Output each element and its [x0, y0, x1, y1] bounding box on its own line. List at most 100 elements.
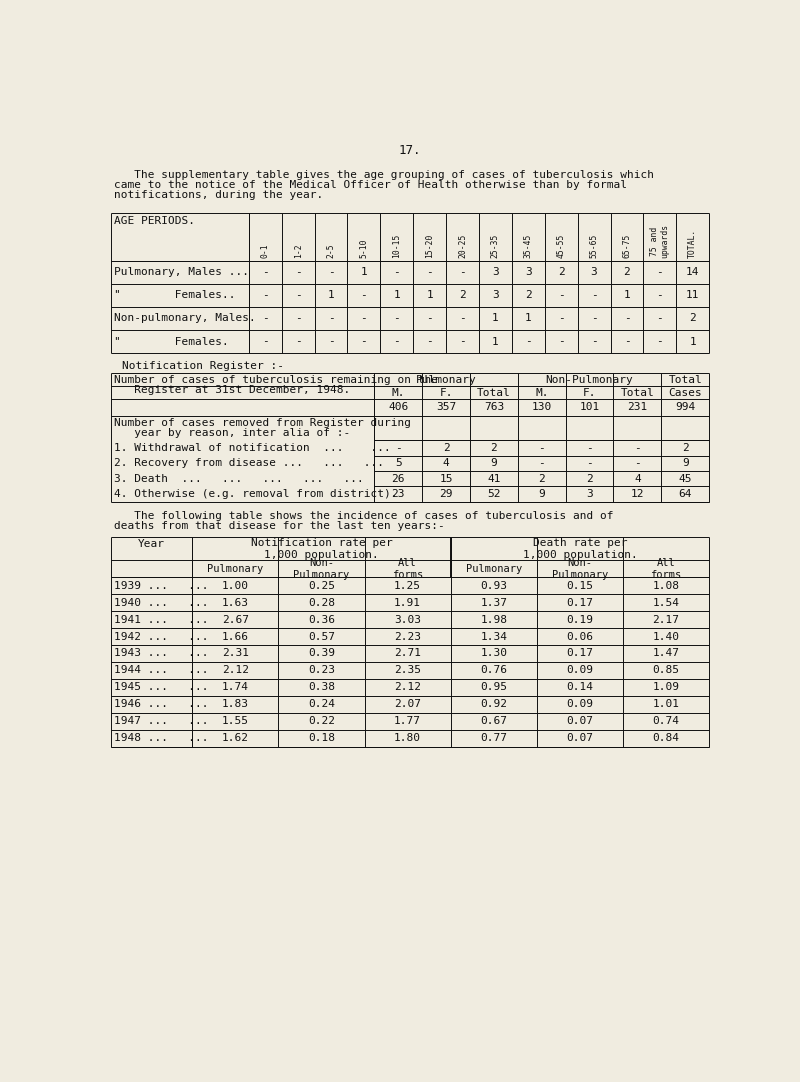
Text: -: -: [328, 314, 334, 324]
Text: 0.39: 0.39: [308, 648, 335, 659]
Text: 2.31: 2.31: [222, 648, 249, 659]
Text: TOTAL.: TOTAL.: [688, 229, 698, 259]
Text: -: -: [558, 290, 565, 301]
Text: 0.14: 0.14: [566, 683, 594, 692]
Text: -: -: [262, 290, 269, 301]
Text: 0.84: 0.84: [653, 734, 679, 743]
Text: -: -: [294, 290, 302, 301]
Text: 52: 52: [487, 489, 501, 499]
Text: 1946 ...   ...: 1946 ... ...: [114, 699, 209, 710]
Text: Total: Total: [477, 387, 510, 398]
Text: 1943 ...   ...: 1943 ... ...: [114, 648, 209, 659]
Text: -: -: [361, 337, 367, 346]
Text: 0.23: 0.23: [308, 665, 335, 675]
Text: F.: F.: [439, 387, 453, 398]
Text: 1. Withdrawal of notification  ...    ...: 1. Withdrawal of notification ... ...: [114, 443, 390, 453]
Text: "        Females.: " Females.: [114, 337, 229, 346]
Text: -: -: [426, 314, 433, 324]
Text: 11: 11: [686, 290, 699, 301]
Text: -: -: [262, 337, 269, 346]
Text: Notification Register :-: Notification Register :-: [122, 360, 284, 371]
Text: 1947 ...   ...: 1947 ... ...: [114, 716, 209, 726]
Text: 1.00: 1.00: [222, 581, 249, 591]
Text: M.: M.: [391, 387, 405, 398]
Text: 1: 1: [426, 290, 433, 301]
Text: 1.30: 1.30: [480, 648, 507, 659]
Text: 0.76: 0.76: [480, 665, 507, 675]
Text: 17.: 17.: [398, 144, 422, 157]
Text: -: -: [623, 337, 630, 346]
Text: -: -: [361, 290, 367, 301]
Text: 2: 2: [682, 443, 689, 453]
Text: 64: 64: [678, 489, 692, 499]
Text: 0.28: 0.28: [308, 597, 335, 608]
Text: -: -: [538, 459, 545, 469]
Text: 1: 1: [394, 290, 400, 301]
Text: 20-25: 20-25: [458, 234, 467, 259]
Text: Pulmonary: Pulmonary: [207, 564, 263, 573]
Text: 763: 763: [484, 403, 504, 412]
Text: 2.23: 2.23: [394, 632, 421, 642]
Text: 1.98: 1.98: [480, 615, 507, 624]
Text: 1944 ...   ...: 1944 ... ...: [114, 665, 209, 675]
Text: -: -: [395, 443, 402, 453]
Text: -: -: [586, 459, 593, 469]
Text: 2: 2: [538, 474, 545, 484]
Text: "        Females..: " Females..: [114, 290, 235, 301]
Text: 2: 2: [490, 443, 498, 453]
Text: 0.92: 0.92: [480, 699, 507, 710]
Text: 0.15: 0.15: [566, 581, 594, 591]
Text: 0-1: 0-1: [261, 243, 270, 259]
Text: 2.17: 2.17: [653, 615, 679, 624]
Text: 2.07: 2.07: [394, 699, 421, 710]
Text: Total: Total: [621, 387, 654, 398]
Text: Cases: Cases: [668, 387, 702, 398]
Text: 0.09: 0.09: [566, 699, 594, 710]
Text: 231: 231: [627, 403, 647, 412]
Text: Pulmonary: Pulmonary: [466, 564, 522, 573]
Text: -: -: [634, 443, 641, 453]
Text: 0.24: 0.24: [308, 699, 335, 710]
Text: 0.17: 0.17: [566, 648, 594, 659]
Text: Number of cases of tuberculosis remaining on the: Number of cases of tuberculosis remainin…: [114, 374, 438, 385]
Text: 1.74: 1.74: [222, 683, 249, 692]
Text: 45-55: 45-55: [557, 234, 566, 259]
Text: 0.67: 0.67: [480, 716, 507, 726]
Text: 1.37: 1.37: [480, 597, 507, 608]
Text: -: -: [590, 314, 598, 324]
Text: 1.08: 1.08: [653, 581, 679, 591]
Text: 2: 2: [459, 290, 466, 301]
Text: -: -: [657, 314, 663, 324]
Text: came to the notice of the Medical Officer of Health otherwise than by formal: came to the notice of the Medical Office…: [114, 180, 627, 189]
Text: F.: F.: [583, 387, 596, 398]
Text: 1.83: 1.83: [222, 699, 249, 710]
Text: 9: 9: [682, 459, 689, 469]
Text: 0.38: 0.38: [308, 683, 335, 692]
Text: 65-75: 65-75: [622, 234, 631, 259]
Text: 35-45: 35-45: [524, 234, 533, 259]
Text: 0.93: 0.93: [480, 581, 507, 591]
Text: 1.66: 1.66: [222, 632, 249, 642]
Text: -: -: [294, 267, 302, 277]
Text: 2: 2: [586, 474, 593, 484]
Text: -: -: [459, 267, 466, 277]
Text: 3. Death  ...   ...   ...   ...   ...: 3. Death ... ... ... ... ...: [114, 474, 364, 484]
Text: 0.06: 0.06: [566, 632, 594, 642]
Text: 1940 ...   ...: 1940 ... ...: [114, 597, 209, 608]
Text: 45: 45: [678, 474, 692, 484]
Text: 26: 26: [391, 474, 405, 484]
Text: 55-65: 55-65: [590, 234, 598, 259]
Text: 1941 ...   ...: 1941 ... ...: [114, 615, 209, 624]
Text: All
forms: All forms: [392, 558, 423, 580]
Text: 0.19: 0.19: [566, 615, 594, 624]
Text: 4: 4: [634, 474, 641, 484]
Text: 2: 2: [558, 267, 565, 277]
Text: 15: 15: [439, 474, 453, 484]
Text: 1: 1: [623, 290, 630, 301]
Text: Non-
Pulmonary: Non- Pulmonary: [294, 558, 350, 580]
Text: Number of cases removed from Register during: Number of cases removed from Register du…: [114, 418, 411, 427]
Text: -: -: [262, 314, 269, 324]
Text: -: -: [394, 337, 400, 346]
Text: 2.12: 2.12: [222, 665, 249, 675]
Text: 5-10: 5-10: [359, 239, 368, 259]
